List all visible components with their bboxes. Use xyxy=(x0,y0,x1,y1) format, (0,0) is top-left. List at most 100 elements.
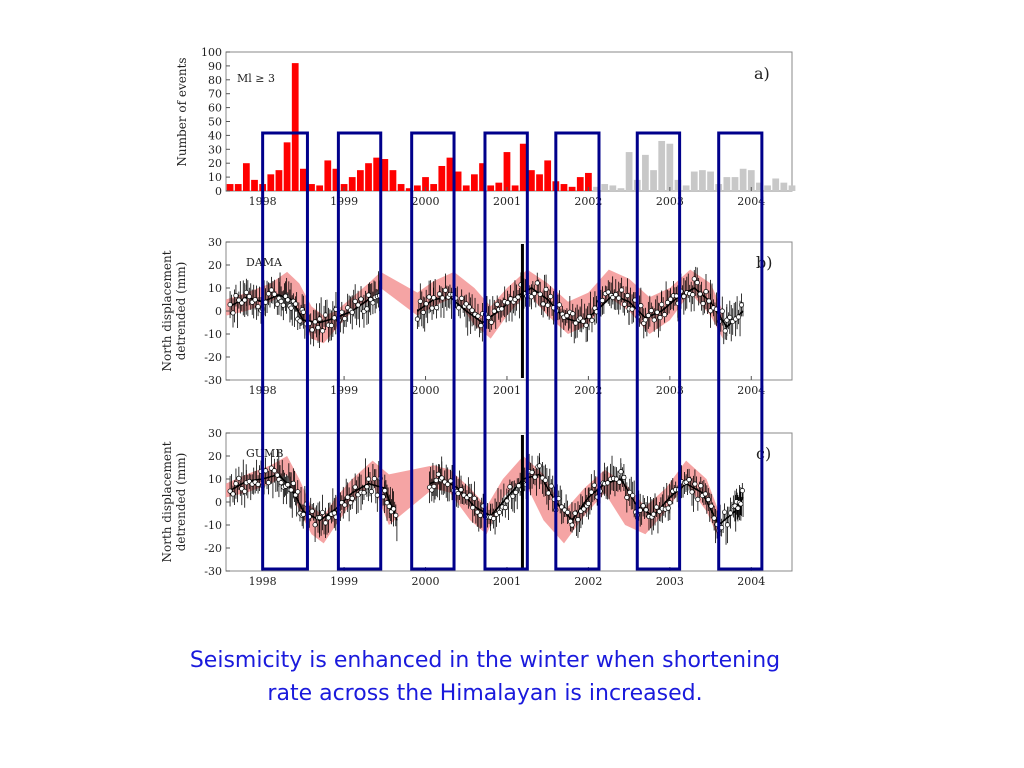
panel-b-gps-data-point xyxy=(242,297,248,303)
panel-c-x-tick-label: 2004 xyxy=(737,575,765,588)
panel-c-gps-data-point xyxy=(312,522,318,528)
panel-c-gps-data-point xyxy=(513,489,519,495)
event-count-bar xyxy=(414,185,421,191)
panel-c-gps-data-point xyxy=(695,496,701,502)
panel-c-gps-data-point xyxy=(667,500,673,506)
panel-c-gps-data-point xyxy=(242,488,248,494)
panel-c-gps-data-point xyxy=(491,516,497,522)
winter-highlight-boxes xyxy=(261,131,764,571)
panel-b-gps-data-point xyxy=(436,291,443,297)
panel-c-station-label: GUMB xyxy=(246,447,283,460)
panel-b-gps-data-point xyxy=(370,300,376,306)
panel-c-gps-data-point xyxy=(384,500,390,506)
event-count-bar xyxy=(348,177,356,191)
panel-b-gps-data-point xyxy=(317,316,323,322)
panel-c-gps-data-point xyxy=(516,483,522,489)
panel-c-gps-data-point xyxy=(727,510,733,516)
panel-b-gps-data-point xyxy=(697,291,703,297)
panel-c-gps-data-point xyxy=(309,508,315,514)
event-count-bar xyxy=(356,170,364,191)
panel-b-gps-data-point xyxy=(629,306,635,312)
panel-b-gps-data-point xyxy=(358,296,364,302)
panel-b-gps-data-point xyxy=(312,319,318,325)
panel-c-gps-data-point xyxy=(429,487,435,493)
event-count-bar xyxy=(764,185,771,191)
event-count-bar xyxy=(690,171,698,191)
panel-c-y-tick-label: 20 xyxy=(208,450,222,463)
panel-c-y-axis-title-line-2: detrended (mm) xyxy=(174,453,188,552)
panel-b-gps-data-point xyxy=(540,301,546,307)
panel-a-y-tick-label: 0 xyxy=(215,185,222,198)
event-count-bar xyxy=(609,185,617,191)
panel-b-y-tick-label: 10 xyxy=(208,282,222,295)
panel-c-gps-data-point xyxy=(274,472,280,478)
panel-c-gps-data-point xyxy=(391,506,397,512)
caption-line-1: Seismicity is enhanced in the winter whe… xyxy=(189,648,781,673)
panel-c-gps-data-point xyxy=(467,492,473,498)
panel-b-gps-data-point xyxy=(543,286,549,292)
panel-b-gps-data-point xyxy=(548,293,554,300)
panel-c-gps-data-point xyxy=(435,471,441,477)
panel-b-gps-data-point xyxy=(364,306,370,312)
panel-b-gps-data-point xyxy=(570,311,576,317)
panel-b-gps-data-point xyxy=(613,292,619,298)
panel-b-gps-data-point xyxy=(355,302,361,308)
panel-b-gps-data-point xyxy=(491,308,497,314)
panel-b-gps-data-point xyxy=(616,295,622,301)
panel-b-gps-data-point xyxy=(642,317,648,323)
panel-b-gps-data-point xyxy=(622,301,628,307)
event-count-bar xyxy=(430,184,438,191)
panel-b-gps-data-point xyxy=(278,298,284,304)
panel-b-gps-data-point xyxy=(706,298,712,304)
event-count-bar xyxy=(381,159,389,191)
panel-c-x-tick-label: 2003 xyxy=(656,575,684,588)
event-count-bar xyxy=(373,157,381,191)
winter-highlight-box xyxy=(717,131,764,571)
panel-b-gps-data-point xyxy=(645,312,651,318)
panel-b-gps-data-point xyxy=(564,313,570,319)
panel-c-gps-data-point xyxy=(320,509,326,516)
panel-b-gps-data-point xyxy=(722,328,728,334)
panel-c-gps-data-point xyxy=(510,493,516,499)
panel-c-gps-data-point xyxy=(325,515,332,521)
panel-c-gps-data-point xyxy=(331,510,337,516)
panel-c-gps-data-point xyxy=(618,469,624,475)
panel-b-gps-data-point xyxy=(466,304,472,310)
event-count-bar xyxy=(739,168,747,191)
event-count-bar xyxy=(291,63,299,192)
panel-b-gps-data-point xyxy=(691,276,697,282)
panel-c-gps-data-point xyxy=(470,505,476,511)
panel-c-gps-data-point xyxy=(565,509,571,515)
event-count-bar xyxy=(275,170,283,191)
panel-b-gps-data-point xyxy=(352,298,358,304)
panel-c-gps-data-point xyxy=(285,482,291,488)
panel-b-gps-data-point xyxy=(727,314,733,320)
panel-c-y-axis-title-line-1: North displacement xyxy=(160,441,174,562)
panel-b-gps-data-point xyxy=(667,296,674,302)
event-count-bar xyxy=(519,143,527,191)
panel-b-gps-data-point xyxy=(577,315,583,321)
panel-a-label: a) xyxy=(754,64,770,83)
panel-b-event-marker xyxy=(520,244,524,378)
event-count-bar xyxy=(617,188,625,191)
panel-b-gps-data-point xyxy=(624,293,631,299)
event-count-bar xyxy=(593,186,600,191)
panel-b-gps-data-point xyxy=(297,318,303,324)
panel-b-gps-data-point xyxy=(442,287,448,293)
winter-highlight-box xyxy=(554,131,601,571)
panel-b-gps-data-point xyxy=(573,320,579,326)
panel-b-gps-data-point xyxy=(662,312,668,318)
event-count-bar xyxy=(560,184,568,191)
panel-c-gps-data-point xyxy=(621,474,627,481)
panel-c-gps-data-point xyxy=(368,488,374,495)
event-count-bar xyxy=(267,174,275,191)
panel-b-gps-data-point xyxy=(499,306,505,312)
panel-b-gps-data-point xyxy=(233,293,239,299)
panel-b-gps-data-point xyxy=(236,297,242,303)
panel-b-gps-data-point xyxy=(227,302,233,308)
panel-c-gps-data-point xyxy=(689,489,695,495)
panel-b-gps-data-point xyxy=(420,309,426,315)
event-count-bar xyxy=(756,182,763,191)
event-count-bar xyxy=(568,186,576,191)
